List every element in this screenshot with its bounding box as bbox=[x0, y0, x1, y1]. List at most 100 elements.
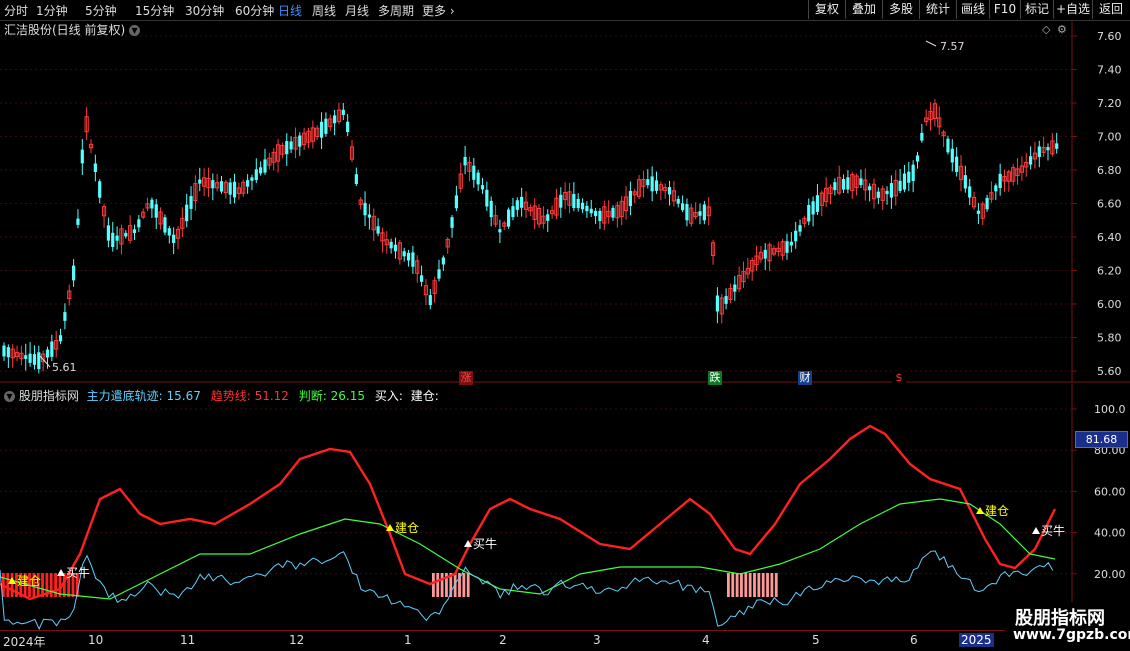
candle-body bbox=[650, 176, 654, 192]
tab-timeshare[interactable]: 分时 bbox=[4, 4, 29, 18]
tab-daily[interactable]: 日线 bbox=[278, 4, 303, 18]
marker-rise[interactable]: 涨 bbox=[459, 371, 473, 385]
candlestick-chart[interactable]: 7.60 7.40 7.20 7.00 6.80 6.60 6.40 6.20 6.00 5.80… bbox=[0, 21, 1130, 383]
candle-body bbox=[72, 265, 76, 281]
tab-multi-period[interactable]: 多周期 bbox=[378, 4, 415, 18]
watermark-title: 股朋指标网 bbox=[1015, 608, 1105, 629]
candle-body bbox=[98, 181, 102, 198]
back-button[interactable]: 返回 bbox=[1092, 0, 1129, 19]
candle-body bbox=[676, 198, 680, 204]
candle-body bbox=[1050, 140, 1055, 155]
marker-fall[interactable]: 跌 bbox=[708, 371, 722, 385]
diamond-icon[interactable]: ◇ bbox=[1042, 23, 1051, 36]
candle-body bbox=[536, 207, 542, 225]
mark-button[interactable]: 标记 bbox=[1020, 0, 1053, 19]
candle-body bbox=[467, 162, 472, 172]
candle-body bbox=[445, 238, 450, 248]
tab-60min[interactable]: 60分钟 bbox=[235, 4, 275, 18]
candle-body bbox=[132, 229, 137, 234]
candle-body bbox=[354, 174, 358, 185]
tab-5min[interactable]: 5分钟 bbox=[85, 4, 117, 18]
candle-body bbox=[911, 164, 915, 182]
marker-dividend[interactable]: $ bbox=[892, 371, 906, 385]
judge-line bbox=[0, 498, 1056, 600]
candle-body bbox=[971, 196, 977, 208]
candle-body bbox=[710, 242, 716, 256]
signal-bar bbox=[45, 573, 49, 597]
candle-body bbox=[324, 118, 328, 134]
candle-body bbox=[333, 115, 337, 124]
candle-body bbox=[341, 109, 345, 115]
candle-body bbox=[14, 352, 20, 358]
multi-stock-button[interactable]: 多股 bbox=[882, 0, 919, 19]
candle-body bbox=[658, 184, 663, 191]
candle-body bbox=[80, 149, 84, 164]
signal-bar bbox=[774, 573, 778, 597]
candle-body bbox=[623, 196, 629, 212]
candle-body bbox=[420, 275, 424, 282]
settings-icon[interactable]: ⚙ bbox=[1057, 23, 1067, 36]
y-tick-label: 7.20 bbox=[1097, 97, 1122, 110]
signal-bar bbox=[766, 573, 769, 597]
candle-body bbox=[389, 241, 393, 249]
candle-body bbox=[215, 182, 220, 189]
tab-weekly[interactable]: 周线 bbox=[312, 4, 337, 18]
dropdown-icon[interactable]: ▼ bbox=[129, 25, 141, 36]
candle-body bbox=[275, 144, 281, 162]
marker-finance-text: 财 bbox=[799, 371, 811, 384]
candle-body bbox=[198, 179, 202, 184]
candle-body bbox=[246, 180, 250, 187]
indicator-toggle-icon[interactable]: ▼ bbox=[4, 391, 15, 402]
candle-body bbox=[259, 167, 263, 174]
candle-body bbox=[955, 156, 959, 172]
signal-bar bbox=[731, 573, 735, 597]
stock-title-text: 汇洁股份(日线 前复权) bbox=[4, 23, 126, 37]
marker-finance[interactable]: 财 bbox=[798, 371, 812, 385]
candle-body bbox=[819, 192, 824, 206]
signal-label: 建仓 bbox=[17, 574, 41, 588]
candle-body bbox=[758, 251, 763, 260]
signal-bar bbox=[432, 573, 435, 597]
tab-1min[interactable]: 1分钟 bbox=[36, 4, 68, 18]
candle-body bbox=[241, 181, 246, 194]
adjust-button[interactable]: 复权 bbox=[808, 0, 845, 19]
candle-body bbox=[724, 296, 728, 304]
tab-15min[interactable]: 15分钟 bbox=[135, 4, 175, 18]
add-watchlist-button[interactable]: +自选 bbox=[1053, 0, 1092, 19]
candle-body bbox=[63, 312, 67, 321]
signal-bar bbox=[445, 573, 448, 597]
candle-body bbox=[54, 339, 59, 350]
candle-body bbox=[319, 121, 324, 138]
overlay-button[interactable]: 叠加 bbox=[845, 0, 882, 19]
tab-more[interactable]: 更多 › bbox=[422, 2, 455, 19]
signal-triangle-icon bbox=[976, 507, 984, 514]
candle-body bbox=[885, 190, 889, 195]
signal-bar bbox=[71, 573, 75, 597]
candle-body bbox=[1024, 161, 1029, 168]
candle-body bbox=[671, 190, 676, 202]
indicator-name[interactable]: 股朋指标网 bbox=[18, 389, 79, 403]
candle-body bbox=[45, 349, 50, 358]
tab-30min[interactable]: 30分钟 bbox=[185, 4, 225, 18]
draw-button[interactable]: 画线 bbox=[956, 0, 989, 19]
x-label-feb: 2 bbox=[499, 633, 507, 647]
candle-body bbox=[771, 248, 777, 255]
stats-button[interactable]: 统计 bbox=[919, 0, 956, 19]
candle-body bbox=[406, 252, 411, 261]
candle-body bbox=[794, 230, 798, 242]
candle-body bbox=[646, 179, 650, 186]
candle-body bbox=[298, 135, 302, 147]
signal-bar bbox=[748, 573, 752, 597]
candle-body bbox=[271, 151, 276, 163]
candle-body bbox=[567, 191, 572, 206]
candle-body bbox=[637, 179, 642, 197]
candle-body bbox=[523, 201, 529, 210]
f10-button[interactable]: F10 bbox=[989, 0, 1020, 19]
signal-label: 买牛 bbox=[473, 536, 497, 551]
x-label-apr: 4 bbox=[702, 633, 710, 647]
watermark-url: www.7gpzb.com bbox=[1013, 627, 1130, 643]
signal-bar bbox=[744, 573, 748, 597]
candle-body bbox=[428, 295, 432, 306]
tab-monthly[interactable]: 月线 bbox=[345, 4, 370, 18]
